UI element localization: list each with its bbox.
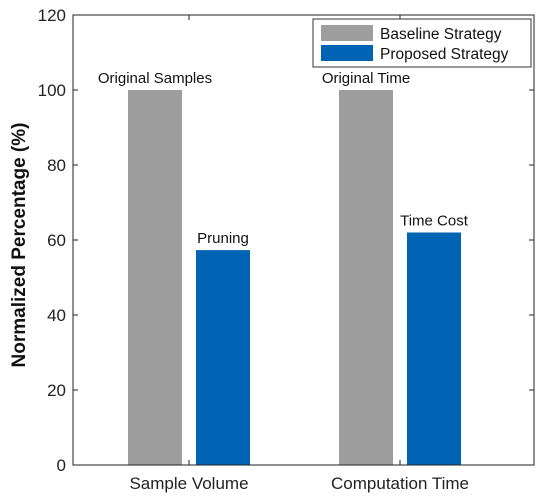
legend-label-1: Proposed Strategy <box>380 46 509 63</box>
y-tick-label: 60 <box>47 231 66 250</box>
y-tick-label: 100 <box>38 81 66 100</box>
bar-annotation-3: Time Cost <box>400 213 469 230</box>
bar-annotation-0: Original Samples <box>98 70 212 87</box>
y-tick-label: 20 <box>47 381 66 400</box>
legend-label-0: Baseline Strategy <box>380 26 502 43</box>
axes: 0 20 40 60 80 100 120 Sample Volume Computation … <box>38 6 535 493</box>
bar-proposed-0 <box>196 250 250 465</box>
bars <box>128 90 461 465</box>
y-tick-label: 40 <box>47 306 66 325</box>
legend: Baseline Strategy Proposed Strategy <box>312 18 532 68</box>
bar-annotation-1: Pruning <box>197 230 249 247</box>
x-tick-label: Computation Time <box>331 474 469 493</box>
bar-annotation-2: Original Time <box>322 70 410 87</box>
y-tick-label: 80 <box>47 156 66 175</box>
legend-swatch-0 <box>321 25 373 41</box>
y-tick-label: 0 <box>57 456 66 475</box>
bar-baseline-0 <box>128 90 182 465</box>
y-tick-label: 120 <box>38 6 66 25</box>
legend-swatch-1 <box>321 45 373 61</box>
bar-baseline-1 <box>339 90 393 465</box>
y-axis-title: Normalized Percentage (%) <box>9 123 30 368</box>
bar-annotations: Original Samples Pruning Original Time Time… <box>98 70 469 247</box>
x-tick-label: Sample Volume <box>129 474 248 493</box>
bar-proposed-1 <box>407 232 461 465</box>
